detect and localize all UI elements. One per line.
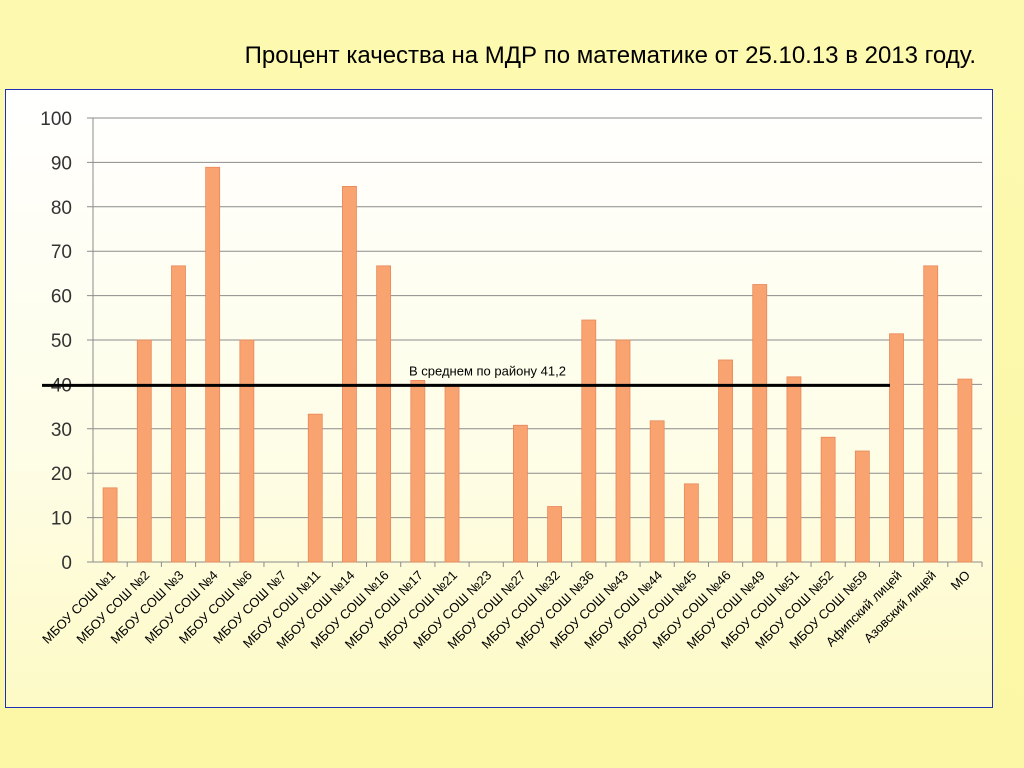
bar — [239, 339, 255, 563]
y-tick-label: 0 — [61, 553, 72, 574]
bar — [410, 380, 426, 563]
x-tick-label: МО — [948, 568, 973, 593]
bar — [444, 383, 460, 563]
bar — [649, 420, 665, 563]
slide-title: Процент качества на МДР по математике от… — [244, 42, 976, 69]
y-tick-label: 30 — [51, 420, 72, 441]
bar — [615, 339, 631, 563]
bar — [923, 265, 939, 563]
average-line-label: В среднем по району 41,2 — [409, 363, 566, 378]
bar — [513, 424, 528, 563]
gridlines — [87, 117, 982, 563]
y-tick-label: 80 — [51, 198, 72, 219]
y-tick-label: 100 — [40, 109, 72, 130]
y-tick-label: 90 — [51, 153, 72, 174]
bars — [102, 166, 973, 563]
bar — [376, 265, 392, 563]
bar — [786, 376, 802, 563]
bar — [683, 483, 699, 563]
bar — [957, 378, 973, 563]
bar — [854, 450, 870, 563]
bar — [342, 185, 357, 563]
y-tick-label: 50 — [51, 331, 72, 352]
bar — [889, 333, 904, 563]
chart-area — [5, 89, 993, 708]
y-tick-label: 10 — [51, 509, 72, 530]
bar — [581, 319, 597, 563]
bar — [102, 487, 118, 563]
y-tick-label: 20 — [51, 464, 72, 485]
bar — [820, 436, 836, 563]
bar — [205, 166, 221, 563]
bar — [547, 506, 562, 563]
y-tick-label: 70 — [51, 242, 72, 263]
bar — [136, 339, 152, 563]
bar — [171, 265, 186, 563]
y-tick-label: 60 — [51, 287, 72, 308]
bar — [752, 284, 768, 563]
average-line-group: В среднем по району 41,2 — [42, 363, 890, 387]
bar — [307, 413, 323, 563]
bar — [718, 359, 733, 563]
